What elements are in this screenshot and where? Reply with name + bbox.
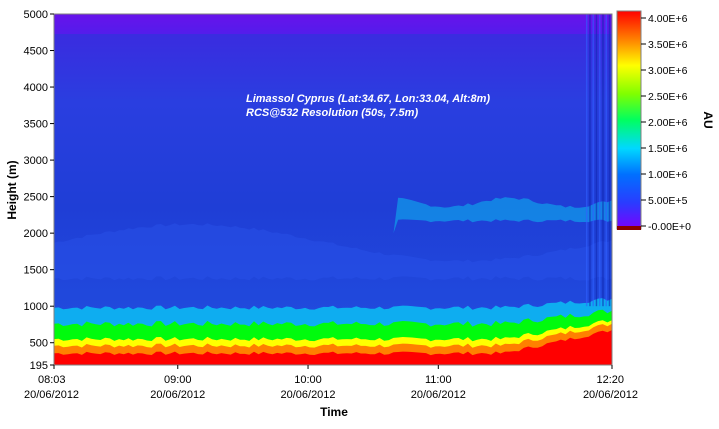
x-axis-title: Time <box>320 405 348 419</box>
y-tick-label: 1500 <box>24 265 48 277</box>
colorbar-underflow <box>617 226 641 230</box>
y-tick-label: 3000 <box>24 155 48 167</box>
heatmap-elevated-layer <box>54 197 612 234</box>
x-tick-time: 12:20 <box>596 374 624 386</box>
colorbar-tick-label: 3.50E+6 <box>648 39 688 51</box>
colorbar-tick-label: 2.00E+6 <box>648 117 688 129</box>
heatmap-streak <box>605 14 607 307</box>
x-tick-time: 08:03 <box>38 374 66 386</box>
y-tick-label: 1000 <box>24 301 48 313</box>
heatmap-streak <box>585 14 588 307</box>
colorbar-tick-label: 3.00E+6 <box>648 65 688 77</box>
heatmap-streak <box>602 14 604 307</box>
y-tick-label: 2500 <box>24 192 48 204</box>
heatmap-upper-noise <box>54 14 612 34</box>
x-tick-date: 20/06/2012 <box>150 389 205 401</box>
y-tick-label: 5000 <box>24 9 48 21</box>
annotation-resolution: RCS@532 Resolution (50s, 7.5m) <box>246 107 418 119</box>
colorbar <box>616 10 642 230</box>
y-tick-label: 2000 <box>24 228 48 240</box>
x-tick-date: 20/06/2012 <box>280 389 335 401</box>
heatmap-aerosol-layer <box>54 223 612 281</box>
y-axis-title: Height (m) <box>5 160 19 219</box>
colorbar-title: AU <box>701 111 715 128</box>
heatmap-surface-red <box>54 330 612 365</box>
heatmap-streak <box>608 14 611 307</box>
colorbar-tick-label: 1.50E+6 <box>648 143 688 155</box>
x-tick-date: 20/06/2012 <box>411 389 466 401</box>
x-tick-time: 09:00 <box>164 374 192 386</box>
colorbar-tick-label: 1.00E+6 <box>648 169 688 181</box>
y-tick-label: 4000 <box>24 82 48 94</box>
y-tick-label: 195 <box>30 360 48 372</box>
heatmap-streak <box>589 14 591 307</box>
heatmap-streak <box>598 14 601 307</box>
annotation-location: Limassol Cyprus (Lat:34.67, Lon:33.04, A… <box>246 93 490 105</box>
y-axis-ticks: 195 500 1000 1500 2000 2500 3000 3500 4000 4500 50… <box>24 9 54 372</box>
x-tick-time: 11:00 <box>425 374 452 386</box>
y-tick-label: 4500 <box>24 46 48 58</box>
colorbar-tick-label: 4.00E+6 <box>648 13 688 25</box>
heatmap-streak <box>595 14 598 307</box>
colorbar-tick-label: 2.50E+6 <box>648 91 688 103</box>
heatmap-plot-area <box>54 14 612 365</box>
colorbar-tick-label: -0.00E+0 <box>648 221 691 233</box>
x-tick-date: 20/06/2012 <box>24 389 79 401</box>
y-tick-label: 500 <box>30 338 48 350</box>
x-tick-time: 10:00 <box>294 374 322 386</box>
x-axis-ticks: 08:03 20/06/2012 09:00 20/06/2012 10:00 20/06… <box>24 365 638 401</box>
y-tick-label: 3500 <box>24 119 48 131</box>
colorbar-tick-label: 5.00E+5 <box>648 195 688 207</box>
colorbar-ticks: 4.00E+6 3.50E+6 3.00E+6 2.50E+6 2.00E+6 1.50E… <box>641 13 691 233</box>
x-tick-date: 20/06/2012 <box>583 389 638 401</box>
heatmap-streak <box>592 14 594 307</box>
plot-frame <box>53 13 613 366</box>
